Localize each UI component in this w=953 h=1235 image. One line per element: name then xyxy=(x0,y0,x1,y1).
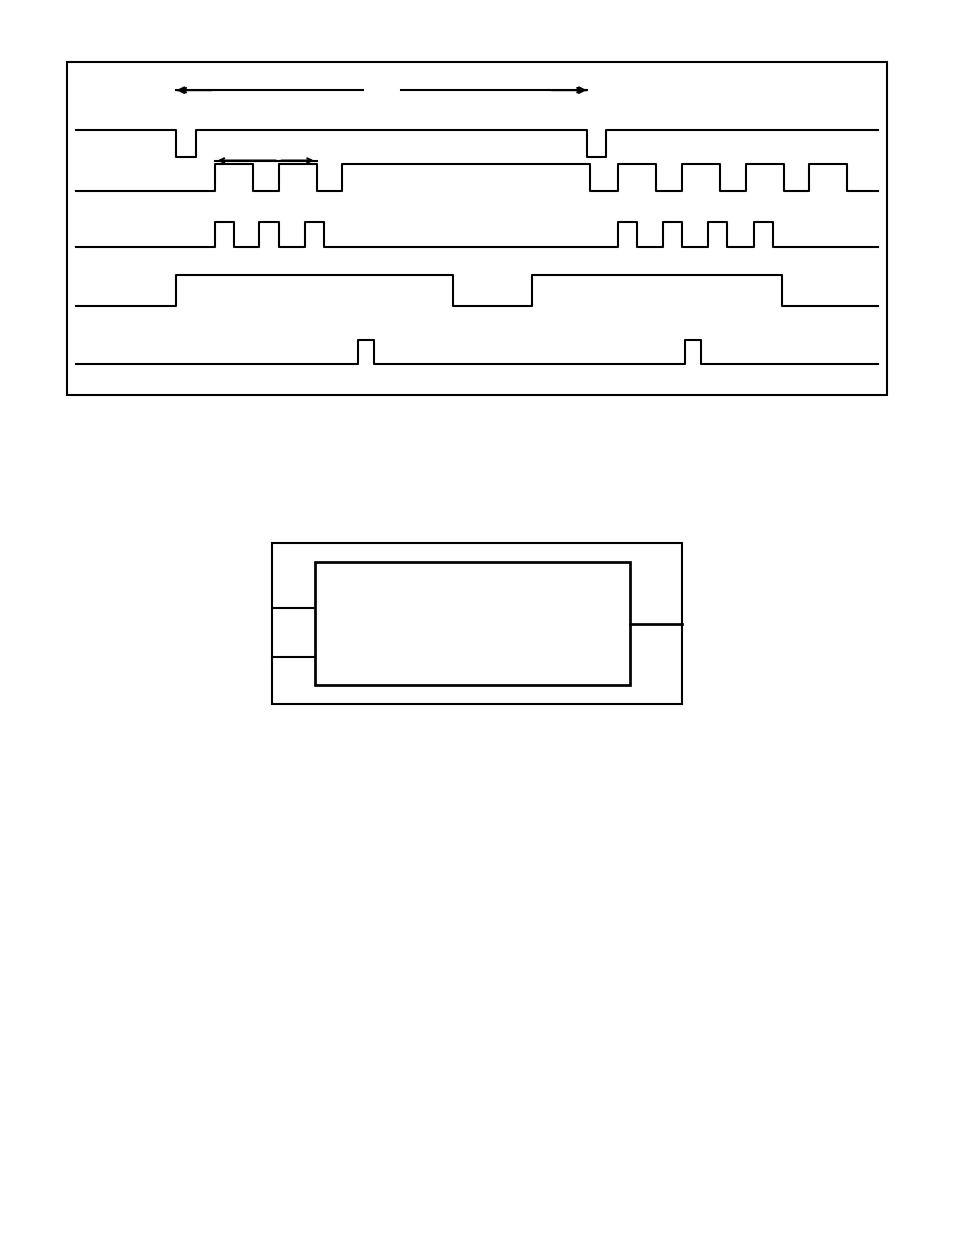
Bar xyxy=(272,543,681,704)
Bar xyxy=(314,562,629,685)
Bar xyxy=(67,62,886,395)
